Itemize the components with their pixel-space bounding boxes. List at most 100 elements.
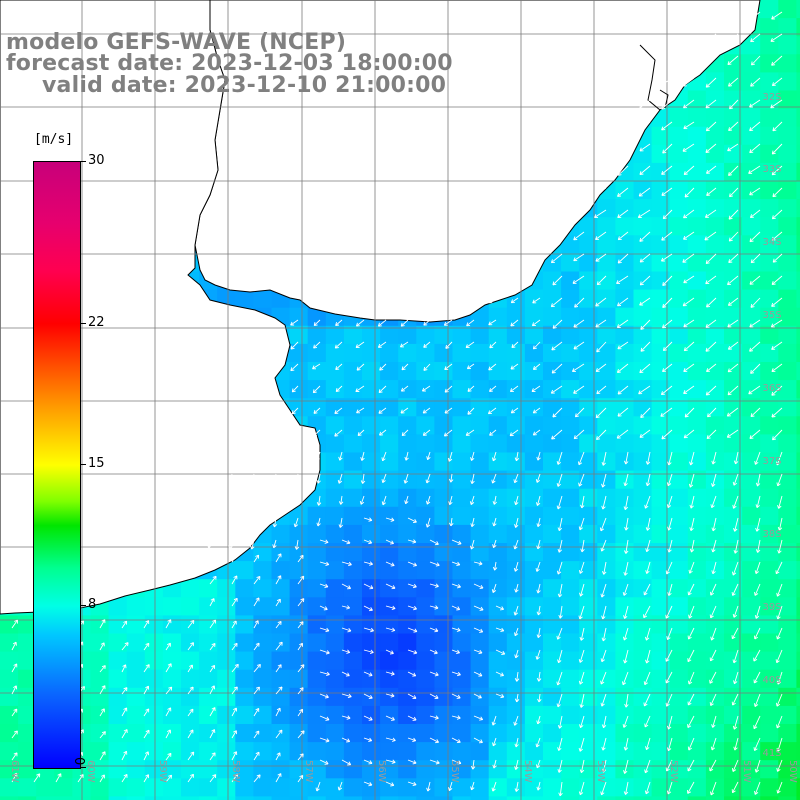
speed-cell bbox=[615, 271, 635, 291]
speed-cell bbox=[760, 72, 779, 92]
speed-cell bbox=[307, 343, 327, 363]
speed-cell bbox=[778, 253, 797, 273]
wind-arrow bbox=[187, 751, 195, 761]
wind-arrow bbox=[749, 231, 761, 243]
wind-arrow bbox=[293, 517, 299, 528]
speed-cell bbox=[108, 760, 128, 779]
wind-arrow bbox=[666, 737, 673, 752]
wind-arrow bbox=[290, 341, 299, 350]
wind-arrow bbox=[491, 583, 497, 593]
wind-arrow bbox=[341, 583, 351, 590]
wind-arrow bbox=[749, 341, 761, 352]
wind-arrow bbox=[209, 619, 216, 629]
speed-cell bbox=[434, 724, 454, 743]
speed-cell bbox=[0, 669, 19, 689]
speed-cell bbox=[796, 398, 800, 417]
wind-arrow bbox=[601, 737, 607, 751]
speed-cell bbox=[615, 343, 635, 363]
speed-cell bbox=[687, 271, 707, 291]
speed-cell bbox=[597, 362, 616, 381]
wind-arrow bbox=[601, 605, 607, 620]
speed-cell bbox=[470, 380, 490, 399]
wind-arrow bbox=[143, 751, 150, 761]
wind-arrow bbox=[473, 605, 484, 611]
wind-arrow bbox=[771, 231, 783, 241]
speed-cell bbox=[488, 778, 508, 797]
wind-arrow bbox=[776, 451, 783, 466]
speed-cell bbox=[343, 416, 363, 435]
wind-arrow bbox=[600, 649, 607, 663]
speed-cell bbox=[705, 217, 725, 236]
speed-cell bbox=[760, 760, 779, 779]
speed-cell bbox=[579, 506, 598, 526]
speed-cell bbox=[778, 90, 797, 110]
speed-cell bbox=[470, 524, 490, 544]
speed-cell bbox=[271, 742, 291, 761]
wind-arrow bbox=[99, 731, 106, 739]
wind-arrow bbox=[666, 473, 673, 487]
wind-arrow bbox=[645, 517, 651, 531]
wind-arrow bbox=[579, 693, 585, 708]
speed-cell bbox=[615, 579, 635, 598]
speed-cell bbox=[434, 579, 454, 598]
wind-arrow bbox=[385, 627, 396, 632]
wind-arrow bbox=[580, 539, 585, 553]
wind-arrow bbox=[578, 517, 585, 531]
wind-arrow bbox=[731, 627, 739, 640]
wind-arrow bbox=[312, 363, 321, 370]
wind-arrow bbox=[187, 619, 195, 629]
speed-cell bbox=[253, 687, 273, 707]
speed-cell bbox=[181, 760, 200, 779]
wind-arrow bbox=[514, 451, 520, 462]
speed-cell bbox=[796, 18, 800, 37]
speed-cell bbox=[742, 325, 761, 345]
speed-cell bbox=[343, 561, 363, 580]
speed-cell bbox=[126, 633, 146, 653]
speed-cell bbox=[380, 615, 399, 635]
speed-cell bbox=[597, 633, 616, 653]
wind-arrow bbox=[687, 649, 695, 663]
wind-arrow bbox=[616, 275, 629, 284]
wind-arrow bbox=[403, 473, 409, 484]
speed-cell bbox=[778, 181, 797, 200]
speed-cell bbox=[470, 470, 490, 490]
wind-arrow bbox=[536, 539, 541, 550]
colorbar-tick bbox=[80, 464, 86, 465]
speed-cell bbox=[760, 325, 779, 345]
wind-arrow bbox=[253, 597, 260, 607]
wind-arrow bbox=[704, 33, 717, 42]
speed-cell bbox=[760, 434, 779, 454]
speed-cell bbox=[144, 687, 164, 707]
speed-cell bbox=[615, 705, 635, 725]
wind-arrow bbox=[209, 575, 217, 585]
speed-cell bbox=[524, 705, 544, 725]
speed-cell bbox=[633, 217, 653, 236]
wind-arrow bbox=[341, 715, 351, 720]
wind-arrow bbox=[363, 517, 373, 522]
speed-cell bbox=[235, 724, 254, 743]
speed-cell bbox=[561, 362, 580, 381]
speed-cell bbox=[651, 597, 671, 616]
speed-cell bbox=[289, 561, 309, 580]
wind-arrow bbox=[165, 752, 172, 761]
wind-arrow bbox=[488, 297, 497, 304]
wind-arrow bbox=[363, 605, 373, 612]
wind-arrow bbox=[771, 55, 783, 66]
speed-cell bbox=[597, 705, 616, 725]
speed-cell bbox=[470, 633, 490, 653]
speed-cell bbox=[452, 506, 472, 526]
speed-cell bbox=[543, 778, 562, 797]
speed-cell bbox=[470, 597, 490, 616]
speed-cell bbox=[796, 271, 800, 291]
speed-cell bbox=[561, 398, 580, 417]
speed-cell bbox=[398, 778, 417, 797]
wind-arrow bbox=[578, 781, 585, 796]
wind-arrow bbox=[728, 165, 739, 176]
speed-cell bbox=[760, 778, 779, 797]
speed-cell bbox=[162, 724, 182, 743]
speed-cell bbox=[796, 579, 800, 598]
speed-cell bbox=[416, 742, 435, 761]
speed-cell bbox=[669, 253, 689, 273]
wind-arrow bbox=[600, 671, 607, 685]
speed-cell bbox=[18, 760, 37, 779]
